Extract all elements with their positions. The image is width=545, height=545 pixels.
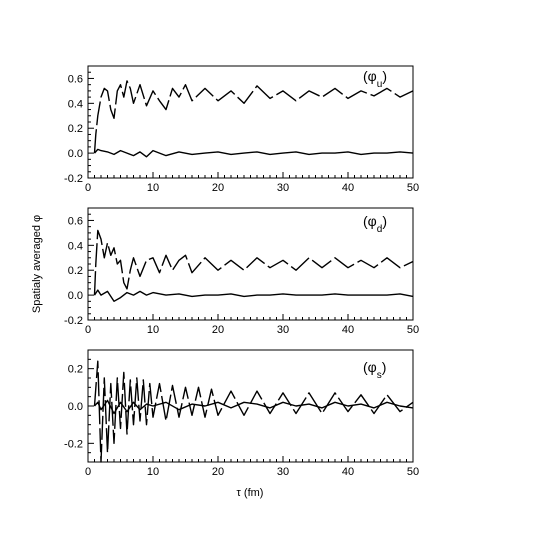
x-ticks-phi-s: 0 10 20 30 40 50 bbox=[85, 456, 419, 478]
panel-label-phi-u: (φu) bbox=[363, 68, 387, 90]
y-tick-label-phi-d: 0.6 bbox=[68, 215, 83, 227]
panel-phi-u: 0 10 20 30 40 50 -0.2 0.0 0.2 0.4 0.6 (φu) bbox=[64, 65, 419, 194]
y-tick-label-phi-s: 0.0 bbox=[68, 401, 83, 413]
series-line-solid-phi-d bbox=[93, 289, 414, 302]
panel-label-phi-u-main: (φ bbox=[363, 68, 377, 84]
series-line-solid-phi-s bbox=[93, 399, 414, 415]
x-tick-label-phi-d: 40 bbox=[342, 324, 354, 336]
y-tick-label-phi-s: -0.2 bbox=[64, 438, 83, 450]
x-tick-label-phi-d: 20 bbox=[212, 324, 224, 336]
x-tick-label-phi-d: 10 bbox=[147, 324, 159, 336]
x-tick-label-phi-u: 20 bbox=[212, 182, 224, 194]
x-tick-label-phi-d: 30 bbox=[277, 324, 289, 336]
y-tick-label-phi-u: 0.2 bbox=[68, 123, 83, 135]
y-ticks-phi-d: -0.2 0.0 0.2 0.4 0.6 bbox=[64, 207, 94, 327]
x-tick-label-phi-u: 30 bbox=[277, 182, 289, 194]
x-ticks-phi-u: 0 10 20 30 40 50 bbox=[85, 172, 419, 194]
series-line-dashed-phi-u bbox=[93, 80, 414, 154]
x-ticks-phi-d: 0 10 20 30 40 50 bbox=[85, 314, 419, 336]
series-line-solid-phi-u bbox=[93, 148, 414, 158]
x-axis-label: τ (fm) bbox=[237, 487, 264, 499]
x-tick-label-phi-u: 50 bbox=[407, 182, 419, 194]
panel-label-phi-u-close: ) bbox=[382, 68, 387, 84]
panel-label-phi-d-sub: d bbox=[377, 224, 383, 235]
series-line-dashed-phi-d bbox=[93, 229, 414, 296]
y-tick-label-phi-d: 0.2 bbox=[68, 265, 83, 277]
y-tick-label-phi-u: -0.2 bbox=[64, 173, 83, 185]
x-tick-label-phi-u: 40 bbox=[342, 182, 354, 194]
x-tick-label-phi-u: 0 bbox=[85, 182, 91, 194]
x-tick-label-phi-s: 20 bbox=[212, 466, 224, 478]
x-tick-label-phi-s: 40 bbox=[342, 466, 354, 478]
y-tick-label-phi-u: 0.4 bbox=[68, 98, 83, 110]
panel-phi-s: 0 10 20 30 40 50 -0.2 0.0 0.2 (φs) bbox=[64, 349, 419, 478]
y-tick-label-phi-u: 0.6 bbox=[68, 73, 83, 85]
panel-label-phi-s-close: ) bbox=[382, 359, 387, 375]
series-line-dashed-phi-s bbox=[93, 360, 414, 463]
y-tick-label-phi-d: 0.4 bbox=[68, 240, 83, 252]
panel-label-phi-s-main: (φ bbox=[363, 359, 377, 375]
series-group-phi-d bbox=[93, 229, 414, 302]
panel-label-phi-d: (φd) bbox=[363, 213, 387, 235]
series-group-phi-s bbox=[93, 360, 414, 463]
panel-label-phi-d-close: ) bbox=[382, 213, 387, 229]
y-tick-label-phi-d: -0.2 bbox=[64, 315, 83, 327]
y-ticks-phi-s: -0.2 0.0 0.2 bbox=[64, 349, 94, 463]
x-tick-label-phi-d: 0 bbox=[85, 324, 91, 336]
x-tick-label-phi-s: 50 bbox=[407, 466, 419, 478]
panel-phi-d: 0 10 20 30 40 50 -0.2 0.0 0.2 0.4 0.6 (φd) bbox=[64, 207, 419, 336]
x-tick-label-phi-s: 10 bbox=[147, 466, 159, 478]
panel-label-phi-s: (φs) bbox=[363, 359, 386, 381]
x-tick-label-phi-d: 50 bbox=[407, 324, 419, 336]
y-axis-label: Spatialy averaged φ bbox=[31, 215, 43, 313]
y-tick-label-phi-s: 0.2 bbox=[68, 364, 83, 376]
x-tick-label-phi-u: 10 bbox=[147, 182, 159, 194]
panel-label-phi-u-sub: u bbox=[377, 79, 383, 90]
y-tick-label-phi-u: 0.0 bbox=[68, 148, 83, 160]
x-tick-label-phi-s: 0 bbox=[85, 466, 91, 478]
y-ticks-phi-u: -0.2 0.0 0.2 0.4 0.6 bbox=[64, 65, 94, 185]
y-tick-label-phi-d: 0.0 bbox=[68, 290, 83, 302]
series-group-phi-u bbox=[93, 80, 414, 158]
panel-label-phi-d-main: (φ bbox=[363, 213, 377, 229]
x-tick-label-phi-s: 30 bbox=[277, 466, 289, 478]
panel-label-phi-s-sub: s bbox=[377, 370, 382, 381]
